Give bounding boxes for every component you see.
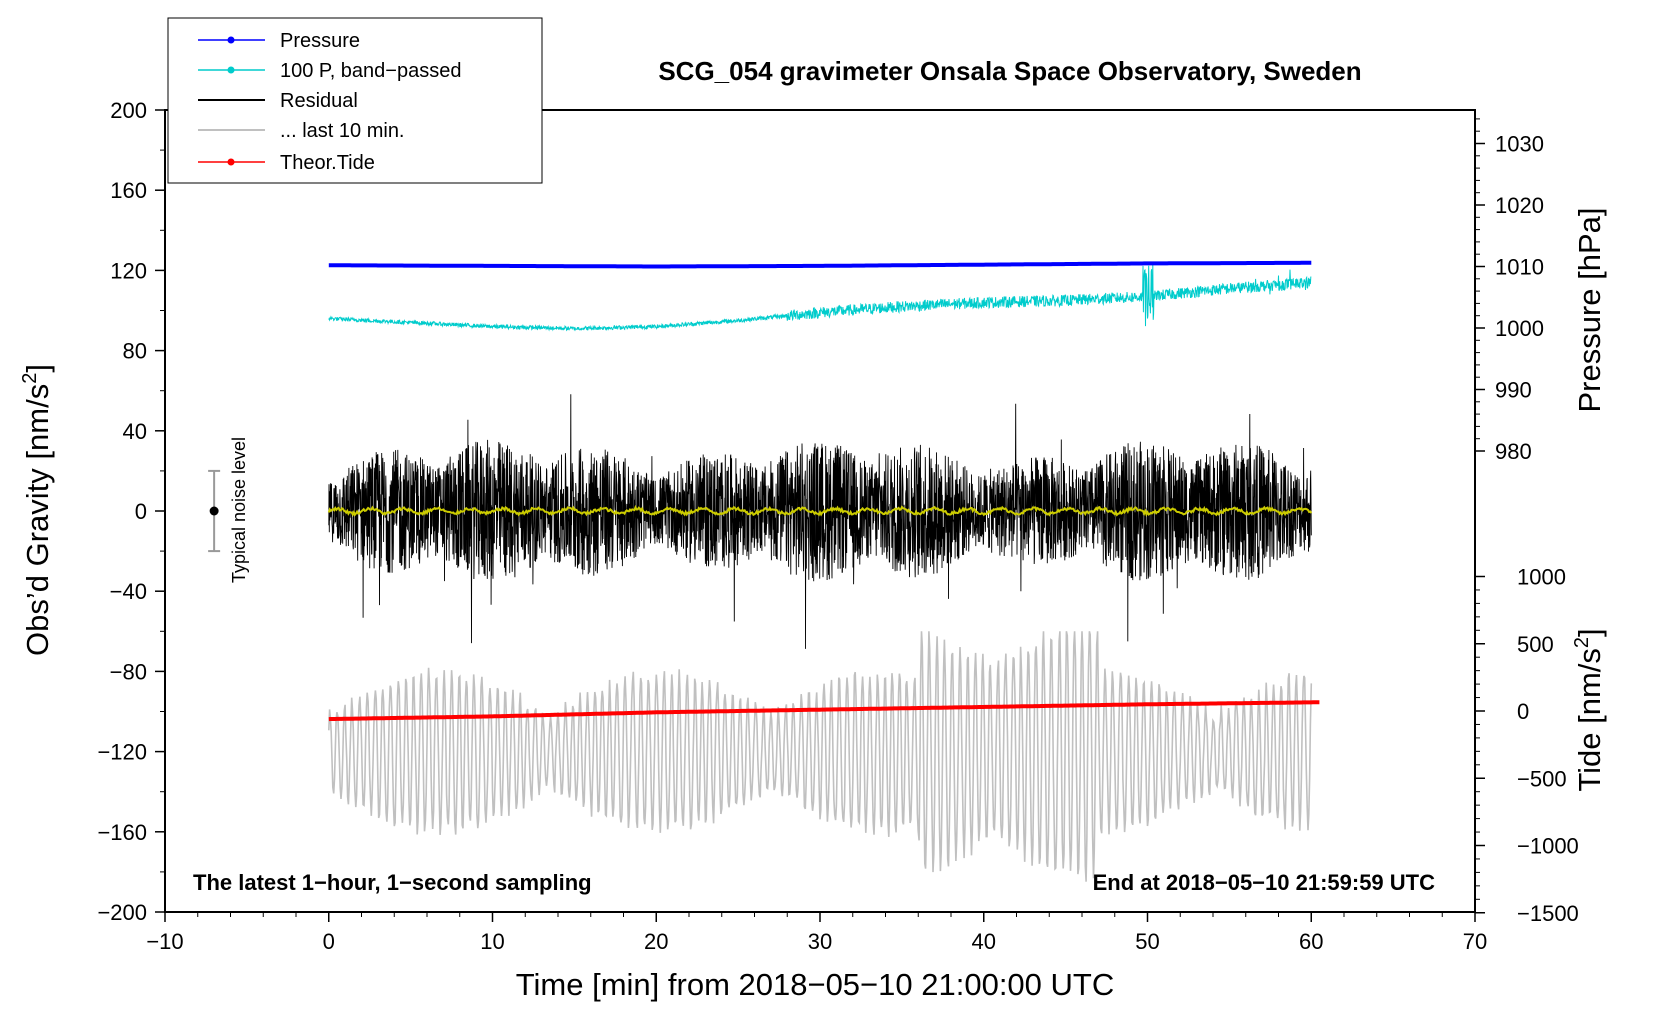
tide-axis-label: Tide [nm/s2] xyxy=(1571,628,1607,791)
series-pressure xyxy=(328,260,1312,269)
x-tick-label: 60 xyxy=(1299,929,1323,954)
legend-item-pressure: Pressure xyxy=(198,30,360,52)
tide-axis-label-end: ] xyxy=(1572,628,1607,637)
legend-last10-label: ... last 10 min. xyxy=(280,120,405,142)
x-tick-label: 50 xyxy=(1135,929,1159,954)
noise-indicator: Typical noise level xyxy=(208,437,249,583)
legend-bandpassed-label: 100 P, band−passed xyxy=(280,60,461,82)
legend-tide-marker xyxy=(227,158,235,166)
pressure-axis-label: Pressure [hPa] xyxy=(1572,207,1607,412)
y-tick-label: 40 xyxy=(123,419,147,444)
tide-tick-label: −1000 xyxy=(1517,834,1579,859)
series-residual-smoothed xyxy=(327,504,1313,517)
chart-title: SCG_054 gravimeter Onsala Space Observat… xyxy=(658,56,1361,86)
pressure-tick-label: 1010 xyxy=(1495,255,1544,280)
y-axis-label-sup: 2 xyxy=(19,373,41,384)
y-tick-label: −80 xyxy=(110,659,147,684)
x-tick-label: 0 xyxy=(323,929,335,954)
x-tick-label: 40 xyxy=(972,929,996,954)
x-tick-label: 10 xyxy=(480,929,504,954)
y-tick-label: 160 xyxy=(110,178,147,203)
noise-label: Typical noise level xyxy=(229,437,249,583)
legend-bandpassed-marker xyxy=(227,66,235,74)
tide-tick-label: 500 xyxy=(1517,632,1554,657)
x-tick-label: 30 xyxy=(808,929,832,954)
tide-tick-label: 1000 xyxy=(1517,565,1566,590)
series-bandpassed xyxy=(328,263,1312,332)
y-tick-label: 120 xyxy=(110,258,147,283)
tide-tick-label: 0 xyxy=(1517,699,1529,724)
y-axis-label-end: ] xyxy=(20,364,55,373)
note-right: End at 2018−05−10 21:59:59 UTC xyxy=(1093,870,1436,895)
x-tick-label: −10 xyxy=(146,929,183,954)
series-layer xyxy=(327,260,1320,882)
tide-tick-label: −1500 xyxy=(1517,901,1579,926)
pressure-tick-label: 1020 xyxy=(1495,193,1544,218)
legend-item-tide: Theor.Tide xyxy=(198,152,375,174)
y-tick-label: 200 xyxy=(110,98,147,123)
y-tick-label: −120 xyxy=(97,740,147,765)
y-tick-label: −40 xyxy=(110,579,147,604)
y-axis-label-main: Obs’d Gravity [nm/s xyxy=(20,384,55,656)
y-tick-label: −200 xyxy=(97,900,147,925)
note-left: The latest 1−hour, 1−second sampling xyxy=(193,870,592,895)
pressure-tick-label: 980 xyxy=(1495,439,1532,464)
noise-bar-center xyxy=(209,506,219,516)
series-residual xyxy=(328,394,1312,649)
x-tick-label: 20 xyxy=(644,929,668,954)
tide-tick-label: −500 xyxy=(1517,766,1567,791)
series-last-10-min xyxy=(328,631,1313,882)
pressure-tick-label: 1030 xyxy=(1495,132,1544,157)
legend-tide-label: Theor.Tide xyxy=(280,152,375,174)
y-tick-label: 80 xyxy=(123,339,147,364)
pressure-tick-label: 990 xyxy=(1495,378,1532,403)
y-tick-label: −160 xyxy=(97,820,147,845)
axes-layer: −10 0 10 20 30 40 50 60 70−200−160−120−80−400408… xyxy=(97,98,1578,954)
y-axis-label: Obs’d Gravity [nm/s2] xyxy=(19,364,55,656)
pressure-tick-label: 1000 xyxy=(1495,316,1544,341)
tide-axis-label-sup: 2 xyxy=(1571,637,1593,648)
legend-item-last10: ... last 10 min. xyxy=(198,120,405,142)
legend-pressure-marker xyxy=(227,36,235,44)
series-theor-tide xyxy=(328,700,1320,722)
legend-residual-label: Residual xyxy=(280,90,358,112)
y-tick-label: 0 xyxy=(135,499,147,524)
legend: Pressure 100 P, band−passed Residual ...… xyxy=(167,17,543,184)
x-axis-label: Time [min] from 2018−05−10 21:00:00 UTC xyxy=(516,967,1115,1002)
legend-item-residual: Residual xyxy=(198,90,358,112)
x-tick-label: 70 xyxy=(1463,929,1487,954)
legend-pressure-label: Pressure xyxy=(280,30,360,52)
tide-axis-label-main: Tide [nm/s xyxy=(1572,648,1607,792)
legend-item-bandpassed: 100 P, band−passed xyxy=(198,60,461,82)
